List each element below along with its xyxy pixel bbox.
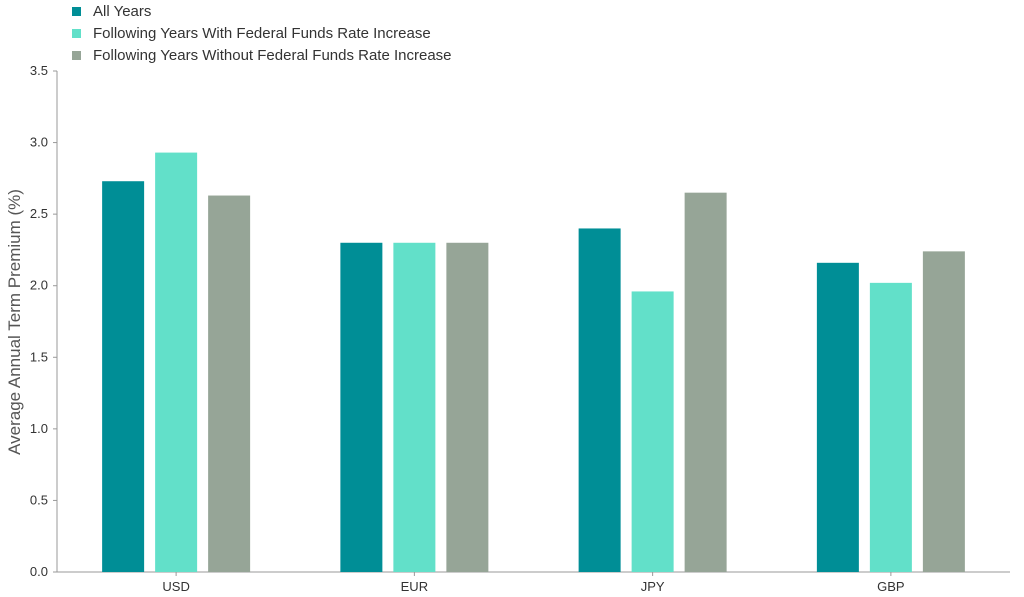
- y-axis-title: Average Annual Term Premium (%): [5, 189, 24, 455]
- y-tick-label: 2.5: [30, 206, 48, 221]
- bar-gbp-series-2: [869, 282, 912, 572]
- bar-usd-series-3: [208, 195, 251, 572]
- y-tick-label: 0.0: [30, 564, 48, 579]
- bar-jpy-series-1: [578, 228, 621, 572]
- y-tick-label: 3.5: [30, 63, 48, 78]
- x-tick-label: USD: [162, 579, 189, 594]
- legend-label: All Years: [93, 2, 152, 20]
- legend: All Years Following Years With Federal F…: [72, 0, 452, 66]
- bar-usd-series-2: [155, 152, 198, 572]
- legend-item-with-increase: Following Years With Federal Funds Rate …: [72, 22, 452, 44]
- bar-jpy-series-3: [684, 192, 727, 572]
- y-tick-label: 2.0: [30, 278, 48, 293]
- y-tick-label: 3.0: [30, 135, 48, 150]
- y-tick-label: 1.0: [30, 421, 48, 436]
- x-tick-label: EUR: [401, 579, 428, 594]
- x-tick-label: JPY: [641, 579, 665, 594]
- bar-eur-series-3: [446, 242, 489, 572]
- bar-eur-series-1: [340, 242, 383, 572]
- x-tick-label: GBP: [877, 579, 904, 594]
- legend-item-all-years: All Years: [72, 0, 452, 22]
- legend-label: Following Years With Federal Funds Rate …: [93, 24, 431, 42]
- bar-gbp-series-1: [816, 262, 859, 572]
- bar-eur-series-2: [393, 242, 436, 572]
- legend-swatch: [72, 50, 81, 60]
- y-tick-label: 1.5: [30, 349, 48, 364]
- legend-label: Following Years Without Federal Funds Ra…: [93, 46, 452, 64]
- bar-jpy-series-2: [631, 291, 674, 572]
- bar-gbp-series-3: [922, 251, 965, 573]
- y-tick-label: 0.5: [30, 492, 48, 507]
- legend-item-without-increase: Following Years Without Federal Funds Ra…: [72, 44, 452, 66]
- legend-swatch: [72, 6, 81, 16]
- bar-usd-series-1: [102, 181, 145, 572]
- legend-swatch: [72, 28, 81, 38]
